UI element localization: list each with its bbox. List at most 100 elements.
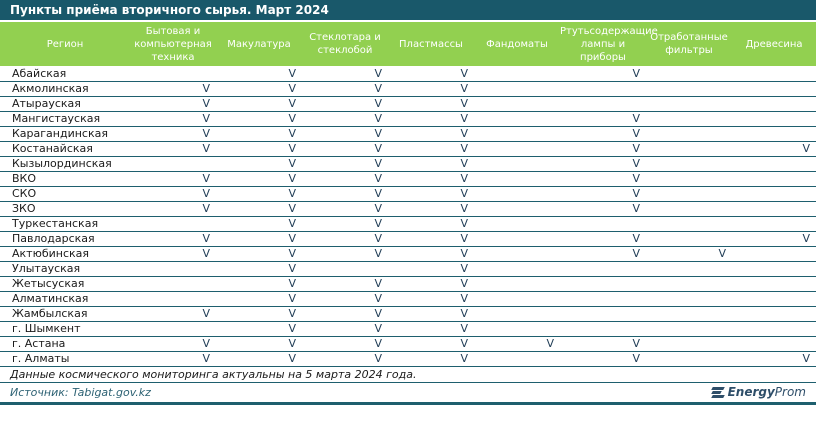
empty-cell (732, 321, 816, 337)
check-cell: V (130, 141, 216, 157)
check-cell: V (388, 246, 474, 262)
check-cell: V (388, 126, 474, 142)
check-cell: V (560, 201, 646, 217)
region-cell: Мангистауская (0, 111, 130, 127)
empty-cell (732, 201, 816, 217)
check-cell: V (216, 126, 302, 142)
table-row: Жетысуская V V V (0, 276, 816, 292)
check-cell: V (302, 231, 388, 247)
table-row: г. Шымкент V V V (0, 321, 816, 337)
check-cell: V (302, 66, 388, 82)
check-cell: V (302, 201, 388, 217)
column-header-plastics: Пластмассы (388, 22, 474, 66)
check-cell: V (130, 231, 216, 247)
column-header-paper: Макулатура (216, 22, 302, 66)
check-cell: V (560, 231, 646, 247)
check-cell: V (302, 351, 388, 367)
table-row: Актюбинская V V V V V V (0, 246, 816, 262)
empty-cell (646, 156, 732, 172)
region-cell: г. Алматы (0, 351, 130, 367)
recycling-table: Регион Бытовая и компьютерная техника Ма… (0, 22, 816, 367)
check-cell: V (388, 276, 474, 292)
empty-cell (474, 156, 560, 172)
empty-cell (560, 321, 646, 337)
empty-cell (732, 291, 816, 307)
source-row: Источник: Tabigat.gov.kz Energy Prom (0, 383, 816, 402)
empty-cell (474, 231, 560, 247)
check-cell: V (560, 351, 646, 367)
empty-cell (474, 126, 560, 142)
check-cell: V (732, 141, 816, 157)
check-cell: V (216, 291, 302, 307)
table-row: Туркестанская V V V (0, 216, 816, 232)
empty-cell (732, 156, 816, 172)
check-cell: V (302, 321, 388, 337)
check-cell: V (560, 141, 646, 157)
region-cell: Карагандинская (0, 126, 130, 142)
empty-cell (130, 321, 216, 337)
check-cell: V (388, 291, 474, 307)
check-cell: V (388, 111, 474, 127)
empty-cell (474, 291, 560, 307)
check-cell: V (130, 351, 216, 367)
check-cell: V (388, 66, 474, 82)
column-header-wood: Древесина (732, 22, 816, 66)
empty-cell (474, 201, 560, 217)
check-cell: V (216, 201, 302, 217)
title-divider (0, 20, 816, 22)
check-cell: V (560, 336, 646, 352)
check-cell: V (130, 201, 216, 217)
table-row: Алматинская V V V (0, 291, 816, 307)
region-cell: Костанайская (0, 141, 130, 157)
check-cell: V (388, 171, 474, 187)
check-cell: V (388, 351, 474, 367)
check-cell: V (130, 246, 216, 262)
title-bar: Пункты приёма вторичного сырья. Март 202… (0, 0, 816, 20)
check-cell: V (302, 81, 388, 97)
check-cell: V (216, 216, 302, 232)
table-body: Абайская V V V V Акмолинская V V V V Атырауская V V V… (0, 66, 816, 367)
region-cell: Жамбылская (0, 306, 130, 322)
logo-text-prom: Prom (774, 385, 806, 399)
empty-cell (560, 261, 646, 277)
check-cell: V (302, 291, 388, 307)
check-cell: V (388, 186, 474, 202)
check-cell: V (388, 321, 474, 337)
empty-cell (130, 291, 216, 307)
empty-cell (732, 66, 816, 82)
check-cell: V (216, 336, 302, 352)
empty-cell (130, 66, 216, 82)
empty-cell (560, 81, 646, 97)
check-cell: V (560, 186, 646, 202)
table-row: г. Астана V V V V V V (0, 336, 816, 352)
empty-cell (732, 111, 816, 127)
empty-cell (732, 276, 816, 292)
bottom-border-bar (0, 401, 816, 405)
region-cell: Туркестанская (0, 216, 130, 232)
check-cell: V (216, 231, 302, 247)
source-link[interactable]: Tabigat.gov.kz (72, 385, 151, 399)
table-row: Костанайская V V V V V V (0, 141, 816, 157)
check-cell: V (130, 336, 216, 352)
empty-cell (560, 306, 646, 322)
check-cell: V (130, 81, 216, 97)
empty-cell (646, 231, 732, 247)
page-title: Пункты приёма вторичного сырья. Март 202… (10, 3, 329, 17)
check-cell: V (388, 216, 474, 232)
check-cell: V (560, 66, 646, 82)
check-cell: V (130, 186, 216, 202)
empty-cell (732, 216, 816, 232)
region-cell: г. Шымкент (0, 321, 130, 337)
check-cell: V (216, 141, 302, 157)
check-cell: V (388, 81, 474, 97)
empty-cell (646, 321, 732, 337)
check-cell: V (302, 171, 388, 187)
check-cell: V (130, 306, 216, 322)
empty-cell (646, 126, 732, 142)
table-row: ВКО V V V V V (0, 171, 816, 187)
check-cell: V (302, 216, 388, 232)
column-header-region: Регион (0, 22, 130, 66)
region-cell: г. Астана (0, 336, 130, 352)
empty-cell (732, 186, 816, 202)
check-cell: V (560, 156, 646, 172)
